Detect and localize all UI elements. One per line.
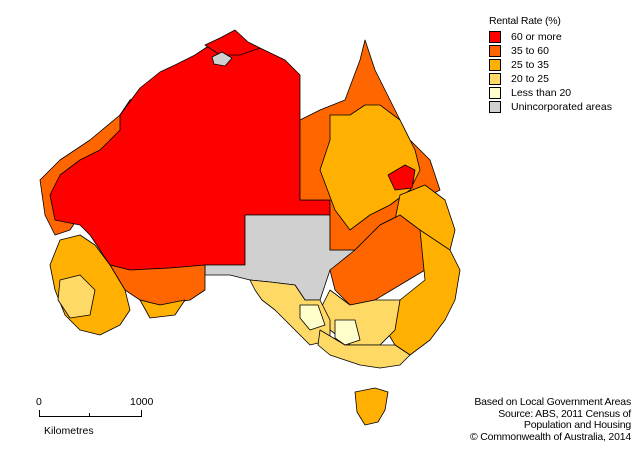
legend-label: Less than 20	[511, 87, 572, 99]
legend-label: 35 to 60	[511, 45, 549, 57]
legend-swatch-icon	[489, 87, 501, 99]
scale-unit-label: Kilometres	[44, 425, 94, 437]
region-wa-sw-low	[57, 274, 96, 319]
region-qld-mid	[319, 104, 421, 231]
source-line: Based on Local Government Areas	[474, 396, 631, 408]
scale-bar-line	[39, 410, 142, 417]
legend-item: Less than 20	[489, 86, 612, 100]
region-vic	[317, 329, 411, 369]
legend-swatch-icon	[489, 101, 501, 113]
region-nsw-east	[379, 229, 461, 356]
region-darwin-unincorporated	[211, 51, 233, 67]
legend-item: 25 to 35	[489, 58, 612, 72]
scale-start-label: 0	[36, 396, 42, 408]
map-legend: Rental Rate (%) 60 or more 35 to 60 25 t…	[489, 15, 612, 114]
legend-label: Unincorporated areas	[511, 101, 612, 113]
legend-swatch-icon	[489, 31, 501, 43]
legend-label: 20 to 25	[511, 73, 549, 85]
scale-mid-tick	[89, 413, 90, 417]
copyright-line: © Commonwealth of Australia, 2014	[469, 430, 631, 443]
region-wa-sw-orange	[109, 264, 206, 306]
region-vic-low	[334, 319, 361, 346]
legend-label: 60 or more	[511, 31, 562, 43]
region-nsw-west	[329, 214, 441, 306]
region-wa-south	[139, 299, 186, 319]
legend-item: Unincorporated areas	[489, 100, 612, 114]
legend-item: 35 to 60	[489, 44, 612, 58]
source-line: Source: ABS, 2011 Census of	[498, 407, 631, 420]
legend-swatch-icon	[489, 73, 501, 85]
source-note: Based on Local Government Areas Source: …	[469, 396, 631, 443]
region-sa-lowrate	[299, 304, 326, 331]
source-line: Population and Housing	[523, 419, 631, 431]
legend-item: 20 to 25	[489, 72, 612, 86]
region-qld-red	[387, 164, 416, 191]
legend-label: 25 to 35	[511, 59, 549, 71]
legend-swatch-icon	[489, 59, 501, 71]
scale-end-label: 1000	[130, 396, 154, 408]
legend-swatch-icon	[489, 45, 501, 57]
legend-title: Rental Rate (%)	[489, 15, 561, 27]
legend-item: 60 or more	[489, 30, 612, 44]
region-tasmania	[354, 387, 389, 426]
